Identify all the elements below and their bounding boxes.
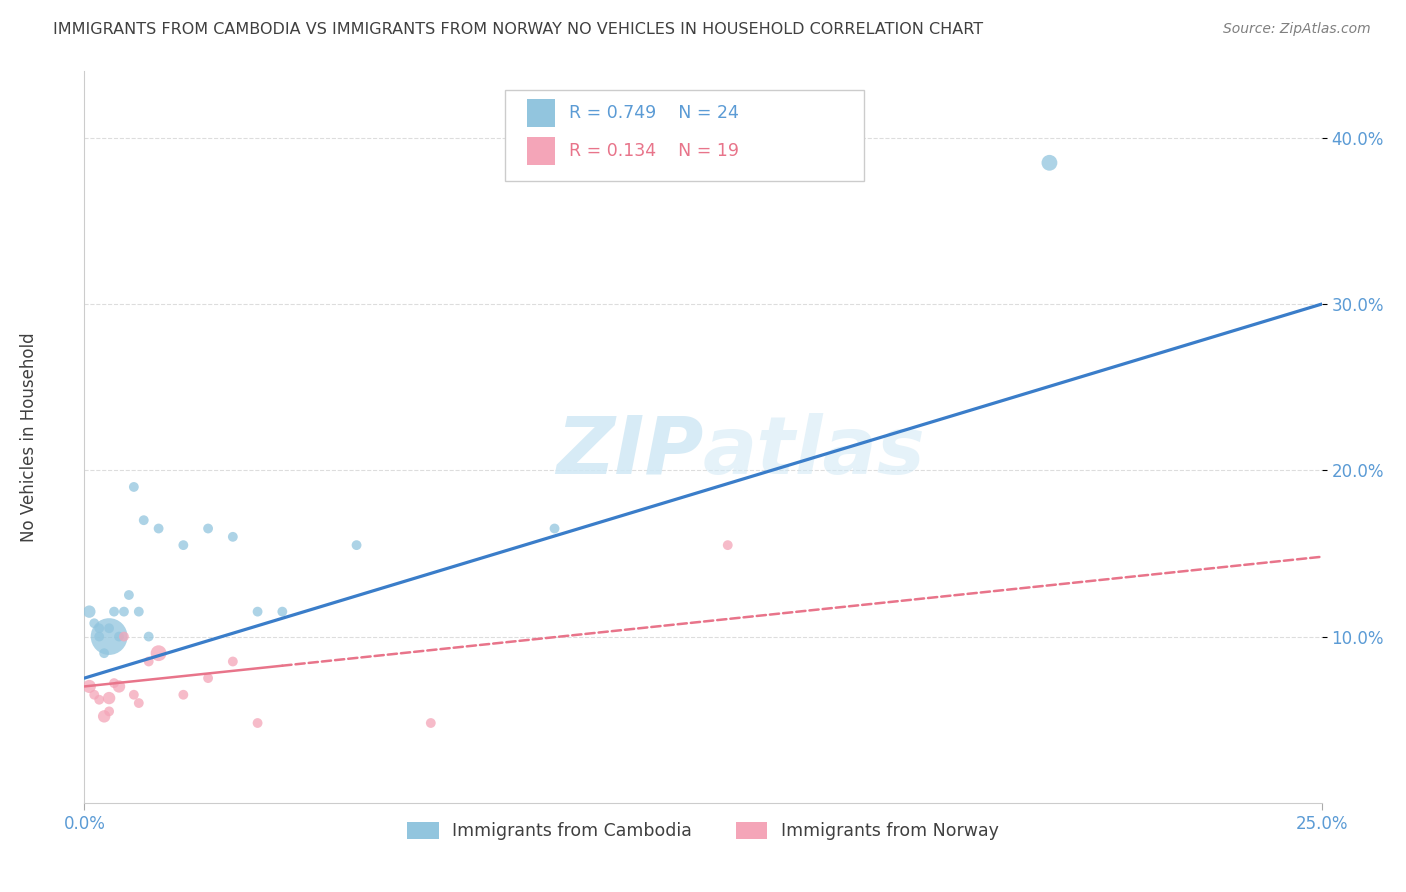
- Point: [132, 513, 155, 527]
- Point: [717, 538, 740, 552]
- Point: [93, 646, 115, 660]
- Point: [103, 605, 125, 619]
- Point: [148, 521, 170, 535]
- Point: [172, 538, 194, 552]
- Point: [222, 530, 245, 544]
- Text: atlas: atlas: [703, 413, 925, 491]
- Point: [271, 605, 294, 619]
- Point: [128, 605, 150, 619]
- Point: [246, 605, 269, 619]
- Point: [89, 692, 111, 706]
- Text: No Vehicles in Household: No Vehicles in Household: [20, 332, 38, 542]
- FancyBboxPatch shape: [527, 99, 554, 127]
- Point: [98, 621, 121, 635]
- Point: [89, 621, 111, 635]
- Point: [79, 680, 101, 694]
- Text: R = 0.749    N = 24: R = 0.749 N = 24: [569, 104, 740, 122]
- Point: [98, 630, 121, 644]
- Text: R = 0.134    N = 19: R = 0.134 N = 19: [569, 142, 740, 160]
- Point: [108, 680, 131, 694]
- Text: Source: ZipAtlas.com: Source: ZipAtlas.com: [1223, 22, 1371, 37]
- Point: [148, 646, 170, 660]
- Point: [197, 521, 219, 535]
- Point: [103, 676, 125, 690]
- Point: [112, 630, 135, 644]
- FancyBboxPatch shape: [505, 90, 863, 181]
- Point: [118, 588, 141, 602]
- Legend: Immigrants from Cambodia, Immigrants from Norway: Immigrants from Cambodia, Immigrants fro…: [399, 813, 1007, 849]
- Point: [172, 688, 194, 702]
- Point: [79, 605, 101, 619]
- Point: [346, 538, 368, 552]
- Point: [108, 630, 131, 644]
- Text: ZIP: ZIP: [555, 413, 703, 491]
- Point: [83, 616, 105, 631]
- Point: [419, 716, 441, 731]
- Point: [128, 696, 150, 710]
- Point: [122, 480, 145, 494]
- Point: [1038, 155, 1060, 169]
- Point: [89, 630, 111, 644]
- Point: [98, 691, 121, 706]
- Point: [246, 716, 269, 731]
- Point: [112, 605, 135, 619]
- Point: [543, 521, 565, 535]
- Point: [222, 655, 245, 669]
- Point: [83, 688, 105, 702]
- Point: [93, 709, 115, 723]
- Point: [197, 671, 219, 685]
- Point: [138, 630, 160, 644]
- Point: [138, 655, 160, 669]
- FancyBboxPatch shape: [527, 137, 554, 165]
- Point: [122, 688, 145, 702]
- Text: IMMIGRANTS FROM CAMBODIA VS IMMIGRANTS FROM NORWAY NO VEHICLES IN HOUSEHOLD CORR: IMMIGRANTS FROM CAMBODIA VS IMMIGRANTS F…: [53, 22, 984, 37]
- Point: [98, 705, 121, 719]
